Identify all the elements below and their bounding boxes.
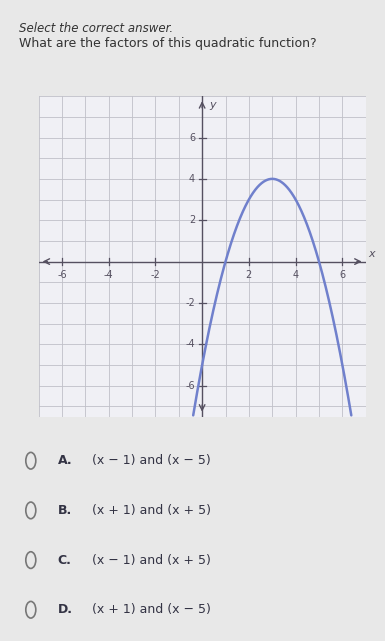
Text: C.: C. (58, 554, 72, 567)
Text: -4: -4 (104, 270, 114, 280)
Text: 6: 6 (339, 270, 345, 280)
Text: y: y (209, 100, 216, 110)
Text: Select the correct answer.: Select the correct answer. (19, 22, 173, 35)
Text: 2: 2 (189, 215, 195, 225)
Text: (x − 1) and (x − 5): (x − 1) and (x − 5) (92, 454, 211, 467)
Text: -4: -4 (186, 339, 195, 349)
Text: What are the factors of this quadratic function?: What are the factors of this quadratic f… (19, 37, 317, 49)
Text: B.: B. (58, 504, 72, 517)
Text: 4: 4 (293, 270, 299, 280)
Text: D.: D. (58, 603, 73, 616)
Text: x: x (368, 249, 375, 260)
Text: 6: 6 (189, 133, 195, 142)
Text: -6: -6 (186, 381, 195, 390)
Text: -2: -2 (151, 270, 160, 280)
Text: 2: 2 (246, 270, 252, 280)
Text: (x − 1) and (x + 5): (x − 1) and (x + 5) (92, 554, 211, 567)
Text: -6: -6 (57, 270, 67, 280)
Text: -2: -2 (185, 298, 195, 308)
Text: (x + 1) and (x + 5): (x + 1) and (x + 5) (92, 504, 211, 517)
Text: 4: 4 (189, 174, 195, 184)
Text: A.: A. (58, 454, 72, 467)
Text: (x + 1) and (x − 5): (x + 1) and (x − 5) (92, 603, 211, 616)
